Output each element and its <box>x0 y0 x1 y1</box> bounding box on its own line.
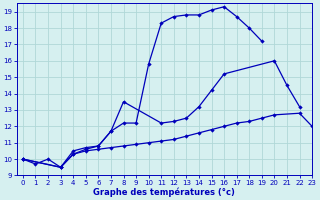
X-axis label: Graphe des températures (°c): Graphe des températures (°c) <box>93 187 235 197</box>
